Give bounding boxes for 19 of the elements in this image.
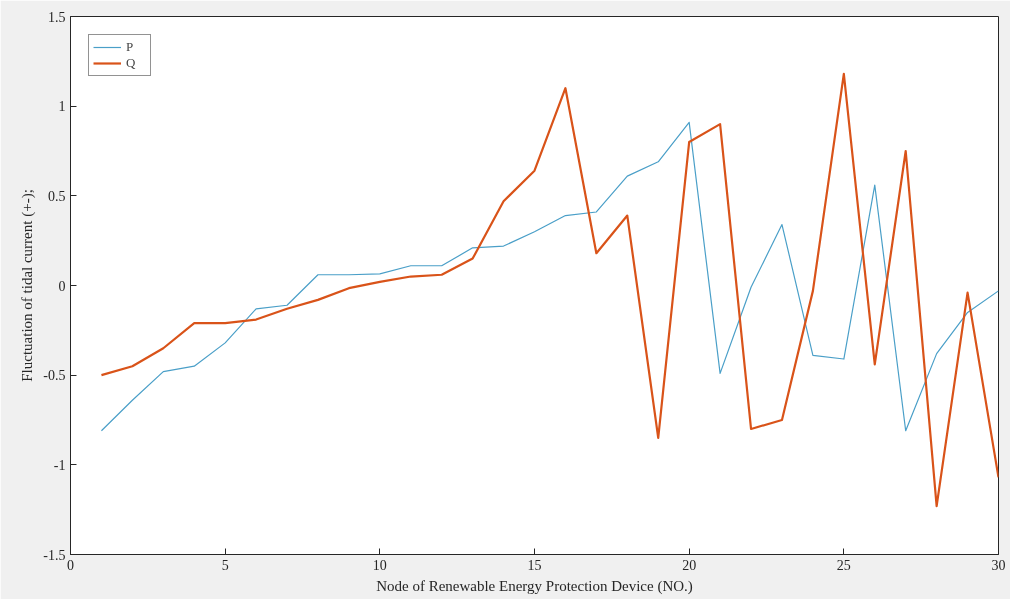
y-tick-label: -0.5 — [43, 368, 66, 384]
y-tick-label: 1.5 — [48, 9, 66, 25]
y-tick-label: 1 — [58, 99, 66, 115]
y-tick-label: 0 — [58, 278, 66, 294]
x-tick-label: 15 — [527, 557, 542, 573]
legend-label: Q — [126, 55, 137, 71]
y-tick-label: -1 — [53, 457, 66, 473]
x-tick-label: 25 — [836, 557, 851, 573]
line-series — [100, 121, 999, 432]
x-axis-title: Node of Renewable Energy Protection Device (NO.) — [376, 577, 693, 595]
x-tick-label: 30 — [991, 557, 1006, 573]
line-series — [100, 72, 999, 508]
legend-label: P — [126, 39, 135, 55]
y-axis-title: Fluctuation of tidal current (+-); — [19, 189, 37, 382]
x-tick-label: 5 — [221, 557, 229, 573]
y-tick-label: -1.5 — [43, 547, 66, 563]
x-tick-label: 10 — [372, 557, 387, 573]
x-tick-label: 20 — [682, 557, 697, 573]
y-tick-label: 0.5 — [48, 188, 66, 204]
